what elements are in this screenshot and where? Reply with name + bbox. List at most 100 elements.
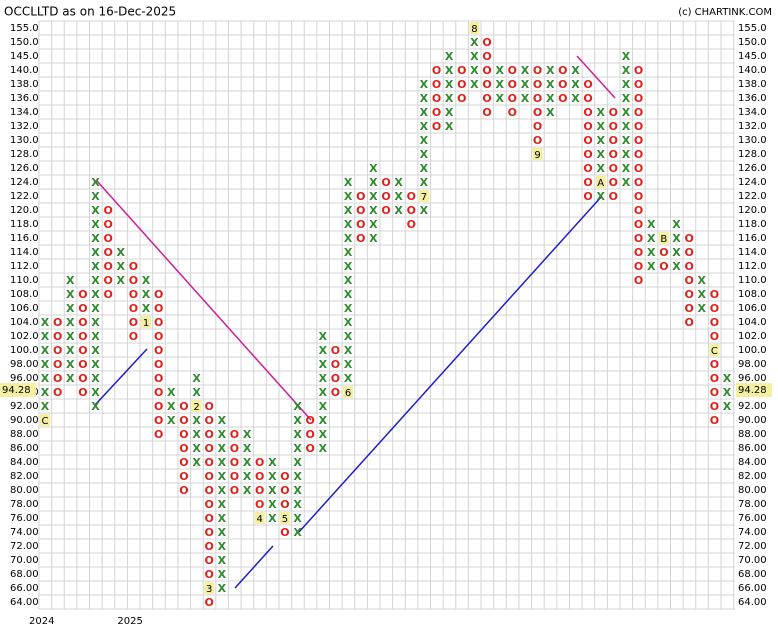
last-price-bg-right	[736, 383, 772, 398]
o-box: O	[205, 512, 214, 525]
o-box: O	[129, 288, 138, 301]
o-box: O	[154, 316, 163, 329]
y-tick-label-right: 70.00	[738, 555, 767, 566]
o-box: O	[255, 470, 264, 483]
x-box: X	[167, 386, 176, 399]
x-box: X	[41, 358, 50, 371]
month-marker-bg	[709, 344, 720, 356]
o-box: O	[634, 148, 643, 161]
y-tick-label: 78.00	[10, 499, 39, 510]
o-box: O	[710, 400, 719, 413]
o-box: O	[154, 386, 163, 399]
y-tick-label-right: 128.0	[738, 149, 767, 160]
x-box: X	[91, 204, 100, 217]
o-box: O	[558, 64, 567, 77]
x-box: X	[91, 386, 100, 399]
o-box: O	[710, 330, 719, 343]
x-box: X	[344, 316, 353, 329]
y-tick-label-right: 138.0	[738, 79, 767, 90]
y-tick-label-right: 124.0	[738, 177, 767, 188]
x-box: X	[91, 260, 100, 273]
o-box: O	[710, 372, 719, 385]
o-box: O	[482, 50, 491, 63]
x-box: X	[218, 512, 227, 525]
x-box: X	[218, 456, 227, 469]
x-box: X	[369, 176, 378, 189]
x-box: X	[394, 190, 403, 203]
o-box: O	[558, 78, 567, 91]
x-box: X	[571, 78, 580, 91]
o-box: O	[103, 274, 112, 287]
y-tick-label-right: 82.00	[738, 471, 767, 482]
x-box: X	[344, 260, 353, 273]
x-box: X	[41, 316, 50, 329]
x-box: X	[698, 274, 707, 287]
o-box: O	[331, 372, 340, 385]
y-tick-label-right: 140.0	[738, 65, 767, 76]
x-box: X	[445, 50, 454, 63]
x-box: X	[66, 288, 75, 301]
o-box: O	[609, 148, 618, 161]
x-box: X	[218, 498, 227, 511]
y-tick-label: 120.0	[10, 205, 39, 216]
o-box: O	[78, 344, 87, 357]
o-box: O	[205, 414, 214, 427]
o-box: O	[432, 92, 441, 105]
o-box: O	[634, 92, 643, 105]
o-box: O	[583, 78, 592, 91]
x-box: X	[420, 204, 429, 217]
x-box: X	[723, 372, 732, 385]
y-tick-label: 112.0	[10, 261, 39, 272]
x-box: X	[319, 372, 328, 385]
o-box: O	[583, 176, 592, 189]
x-box: X	[596, 134, 605, 147]
x-box: X	[521, 92, 530, 105]
x-box: X	[596, 106, 605, 119]
y-tick-label: 70.00	[10, 555, 39, 566]
x-box: X	[622, 64, 631, 77]
month-marker: B	[660, 234, 667, 245]
o-box: O	[205, 484, 214, 497]
x-box: X	[596, 148, 605, 161]
o-box: O	[710, 358, 719, 371]
o-box: O	[129, 302, 138, 315]
o-box: O	[634, 274, 643, 287]
y-tick-label: 122.0	[10, 191, 39, 202]
support-line	[234, 545, 274, 589]
y-tick-label: 110.0	[10, 275, 39, 286]
x-box: X	[91, 232, 100, 245]
y-tick-label: 128.0	[10, 149, 39, 160]
y-tick-label-right: 84.00	[738, 457, 767, 468]
y-tick-label: 64.00	[10, 597, 39, 608]
o-box: O	[280, 498, 289, 511]
o-box: O	[684, 274, 693, 287]
x-box: X	[445, 106, 454, 119]
o-box: O	[205, 428, 214, 441]
o-box: O	[78, 316, 87, 329]
x-box: X	[293, 456, 302, 469]
x-box: X	[167, 414, 176, 427]
x-box: X	[319, 414, 328, 427]
o-box: O	[103, 204, 112, 217]
x-box: X	[622, 162, 631, 175]
x-box: X	[445, 78, 454, 91]
x-box: X	[268, 456, 277, 469]
resistance-line	[576, 55, 616, 99]
o-box: O	[230, 456, 239, 469]
o-box: O	[634, 134, 643, 147]
y-tick-label: 150.0	[10, 37, 39, 48]
o-box: O	[230, 484, 239, 497]
o-box: O	[154, 400, 163, 413]
o-box: O	[103, 218, 112, 231]
x-box: X	[420, 148, 429, 161]
month-marker-bg	[658, 232, 669, 244]
x-box: X	[243, 484, 252, 497]
y-tick-label: 130.0	[10, 135, 39, 146]
x-box: X	[41, 372, 50, 385]
o-box: O	[482, 36, 491, 49]
o-box: O	[609, 106, 618, 119]
o-box: O	[280, 470, 289, 483]
x-box: X	[41, 344, 50, 357]
month-marker-bg	[469, 22, 480, 34]
x-box: X	[91, 246, 100, 259]
